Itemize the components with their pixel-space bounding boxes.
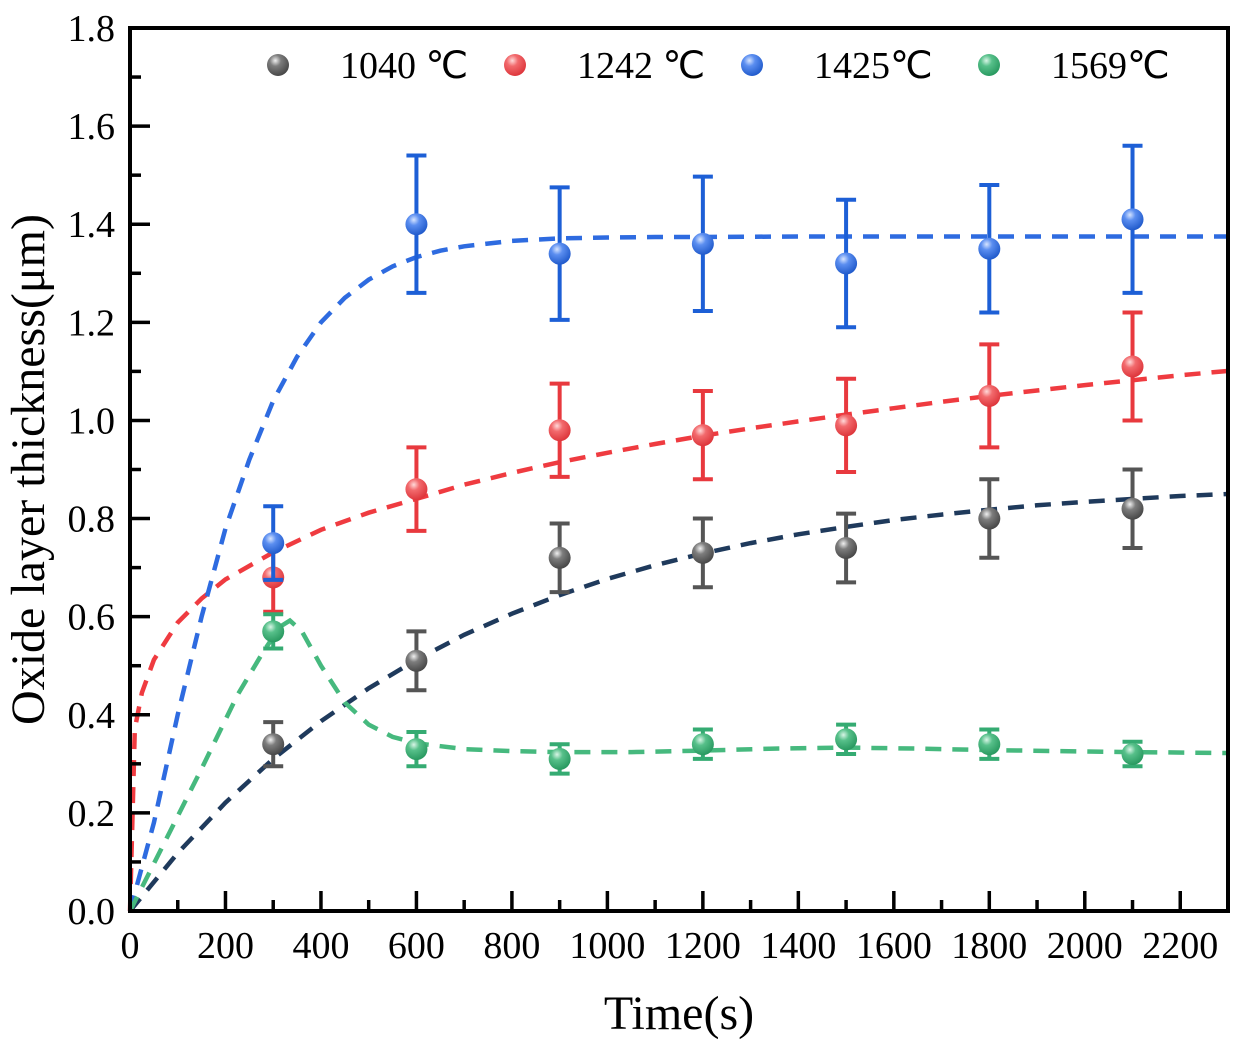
data-point-1425c: [691, 232, 714, 255]
y-axis-tick-label: 1.0: [68, 400, 116, 442]
data-point-1242c: [548, 419, 571, 442]
data-point-1040c: [548, 546, 571, 569]
x-axis-tick-label: 800: [483, 925, 540, 967]
x-axis-tick-label: 400: [292, 925, 349, 967]
x-axis-tick-label: 1000: [569, 925, 645, 967]
data-point-1569c: [691, 733, 714, 756]
y-axis-tick-label: 0.6: [68, 597, 116, 639]
y-axis-tick-label: 0.4: [68, 695, 116, 737]
x-axis-tick-label: 1400: [760, 925, 836, 967]
data-point-1569c: [1121, 743, 1144, 766]
series-1040c: [262, 467, 1144, 769]
series-1569c: [262, 612, 1144, 776]
legend-label-1040c: 1040 ℃: [340, 45, 468, 87]
legend-marker-1242c: [504, 54, 526, 76]
data-point-1040c: [262, 733, 285, 756]
legend-item-1040c: 1040 ℃: [267, 45, 468, 87]
data-point-1040c: [978, 507, 1001, 530]
data-point-1425c: [1121, 208, 1144, 231]
x-axis-tick-label: 0: [121, 925, 140, 967]
data-point-1569c: [405, 738, 428, 761]
fit-line-1040c: [128, 491, 1229, 913]
data-point-1425c: [262, 532, 285, 555]
series-1425c: [262, 143, 1144, 582]
legend-item-1242c: 1242 ℃: [504, 45, 705, 87]
x-axis-tick-label: 2000: [1047, 925, 1123, 967]
data-point-1425c: [405, 213, 428, 236]
data-point-1242c: [1121, 355, 1144, 378]
data-point-1040c: [405, 649, 428, 672]
data-point-1242c: [835, 414, 858, 437]
y-axis-tick-label: 0.2: [68, 793, 116, 835]
legend-label-1242c: 1242 ℃: [577, 45, 705, 87]
legend-label-1425c: 1425℃: [814, 45, 933, 87]
x-axis-tick-label: 1200: [665, 925, 741, 967]
legend-item-1569c: 1569℃: [978, 45, 1170, 87]
y-axis-tick-label: 0.8: [68, 499, 116, 541]
data-point-1569c: [548, 747, 571, 770]
x-axis-tick-label: 600: [388, 925, 445, 967]
data-point-1040c: [691, 541, 714, 564]
y-axis-tick-label: 0.0: [68, 891, 116, 933]
legend-marker-1569c: [978, 54, 1000, 76]
data-point-1425c: [548, 242, 571, 265]
y-axis-tick-label: 1.6: [68, 106, 116, 148]
y-axis-label: Oxide layer thickness(μm): [2, 214, 55, 725]
x-axis-tick-label: 1600: [856, 925, 932, 967]
data-point-1425c: [835, 252, 858, 275]
data-point-1569c: [978, 733, 1001, 756]
data-point-1425c: [978, 237, 1001, 260]
y-axis-tick-label: 1.4: [68, 204, 116, 246]
legend-item-1425c: 1425℃: [741, 45, 933, 87]
legend-label-1569c: 1569℃: [1051, 45, 1170, 87]
y-axis-tick-label: 1.2: [68, 302, 116, 344]
legend-marker-1040c: [267, 54, 289, 76]
x-axis-label: Time(s): [604, 987, 754, 1040]
data-point-1569c: [262, 620, 285, 643]
series-1242c: [262, 310, 1144, 614]
legend: 1040 ℃ 1242 ℃ 1425℃ 1569℃: [267, 45, 1170, 87]
x-axis-tick-label: 1800: [951, 925, 1027, 967]
data-point-1040c: [835, 536, 858, 559]
x-axis-tick-label: 2200: [1142, 925, 1218, 967]
data-point-1242c: [691, 424, 714, 447]
data-point-1569c: [835, 728, 858, 751]
legend-marker-1425c: [741, 54, 763, 76]
x-axis-tick-label: 200: [197, 925, 254, 967]
y-axis-tick-label: 1.8: [68, 8, 116, 50]
fit-line-1242c: [127, 368, 1229, 912]
data-point-1242c: [978, 384, 1001, 407]
fit-line-1425c: [127, 234, 1228, 912]
data-point-1242c: [405, 478, 428, 501]
data-point-1040c: [1121, 497, 1144, 520]
